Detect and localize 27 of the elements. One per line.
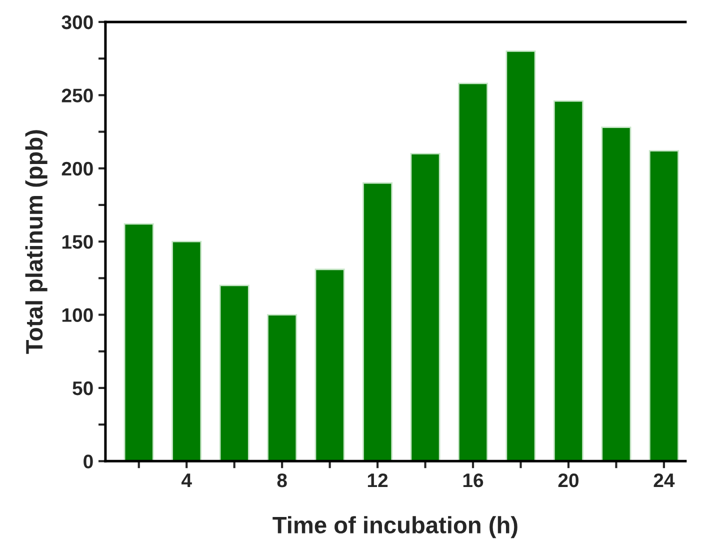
y-tick-label: 50: [72, 381, 93, 396]
bar: [553, 100, 584, 462]
bar: [314, 268, 345, 462]
bar: [458, 82, 488, 462]
x-tick-label: 24: [654, 473, 675, 488]
bar: [601, 126, 632, 462]
bar: [267, 314, 298, 462]
y-tick-label: 300: [62, 15, 93, 30]
bar: [410, 153, 440, 462]
y-tick-label: 100: [62, 308, 93, 322]
bar: [219, 284, 250, 462]
bar: [124, 223, 154, 462]
bar: [648, 150, 679, 462]
y-axis-title: Total platinum (ppb): [25, 130, 48, 354]
x-tick-label: 12: [368, 473, 388, 488]
x-tick-label: 20: [558, 473, 578, 488]
x-tick-label: 16: [463, 473, 484, 488]
bar: [506, 50, 536, 462]
y-tick-label: 0: [84, 454, 93, 468]
x-tick-label: 4: [181, 474, 192, 488]
x-axis-title: Time of incubation (h): [272, 516, 518, 538]
y-tick-label: 150: [62, 235, 93, 249]
y-tick-label: 200: [62, 162, 93, 176]
x-tick-label: 8: [277, 473, 287, 488]
bar: [362, 182, 393, 462]
bar: [172, 240, 202, 462]
y-tick-label: 250: [62, 88, 93, 102]
